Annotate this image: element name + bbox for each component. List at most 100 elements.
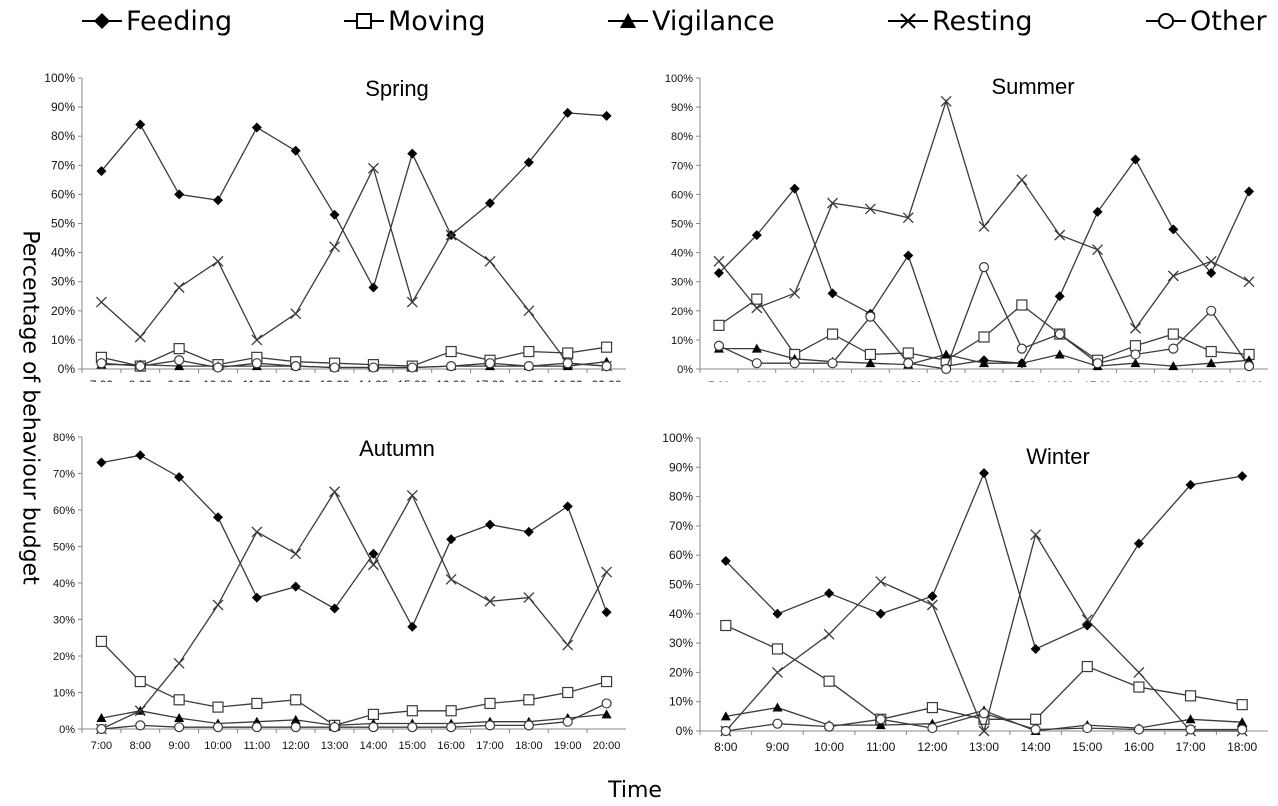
point-resting <box>134 331 146 343</box>
y-tick-label: 60% <box>53 505 75 517</box>
point-feeding <box>1030 643 1041 654</box>
point-resting <box>978 725 990 737</box>
series-line-feeding <box>100 112 607 290</box>
point-other <box>1054 328 1065 340</box>
x-tick-label: 10:00 <box>819 380 847 382</box>
y-tick-label: 30% <box>669 636 693 650</box>
legend-label-moving: Moving <box>388 5 486 37</box>
panel-title-summer: Summer <box>991 74 1074 99</box>
point-resting <box>290 308 302 320</box>
x-tick-label: 13:00 <box>321 740 349 752</box>
circle-marker-icon <box>1146 13 1186 29</box>
x-tick-label: 8:00 <box>714 740 738 754</box>
point-feeding <box>446 534 457 545</box>
triangle-marker-icon <box>608 13 648 28</box>
point-vigilance <box>772 702 783 712</box>
series-line-moving <box>100 640 607 727</box>
x-tick-label: 8:00 <box>130 740 151 752</box>
point-other <box>601 360 612 372</box>
point-vigilance <box>720 711 731 721</box>
point-feeding <box>135 119 146 130</box>
point-feeding <box>562 107 573 118</box>
point-feeding <box>213 195 223 206</box>
point-feeding <box>927 591 938 602</box>
point-feeding <box>1133 538 1144 549</box>
point-moving <box>600 341 613 353</box>
point-resting <box>367 162 379 174</box>
point-resting <box>406 489 418 501</box>
point-other <box>1243 360 1255 372</box>
legend-label-other: Other <box>1190 5 1267 37</box>
panel-title-autumn: Autumn <box>359 436 435 461</box>
point-feeding <box>251 122 262 133</box>
y-tick-label: 90% <box>669 460 693 474</box>
x-marker-icon <box>888 13 928 29</box>
y-tick-label: 70% <box>51 158 75 172</box>
point-resting <box>173 282 185 293</box>
point-moving <box>134 675 146 688</box>
x-tick-label: 13:00 <box>969 740 999 754</box>
chart-winter: 0% 10% 20% 30% 40% 50% 60% 70% 80% 90% 100% 8:00 9:0… <box>662 431 1268 754</box>
point-vigilance <box>1016 358 1027 368</box>
legend: Feeding Moving Vigilance Resting Other <box>0 0 1278 44</box>
point-resting <box>902 212 914 224</box>
point-other <box>927 722 938 734</box>
point-feeding <box>368 548 379 559</box>
y-tick-label: 20% <box>671 306 693 318</box>
y-tick-label: 60% <box>671 189 693 201</box>
point-other <box>135 720 146 731</box>
point-vigilance <box>941 349 952 359</box>
point-feeding <box>720 556 731 567</box>
series-line-moving <box>101 346 607 367</box>
point-moving <box>523 694 535 706</box>
point-other <box>368 362 379 373</box>
point-resting <box>978 220 990 232</box>
point-resting <box>1054 229 1066 241</box>
point-other <box>523 720 534 731</box>
x-tick-label: 9:00 <box>167 378 191 382</box>
point-other <box>251 722 262 733</box>
x-tick-label: 8:00 <box>746 380 767 382</box>
point-feeding <box>772 608 783 619</box>
x-tick-label: 10:00 <box>204 740 232 752</box>
x-tick-label: 17:00 <box>475 378 505 382</box>
y-tick-label: 0% <box>58 362 76 376</box>
point-other <box>212 722 224 733</box>
x-tick-label: 12:00 <box>282 740 310 752</box>
y-tick-label: 50% <box>53 542 75 554</box>
point-resting <box>1130 322 1141 334</box>
point-other <box>174 355 185 366</box>
point-moving <box>251 697 263 710</box>
y-tick-label: 100% <box>662 431 693 445</box>
legend-item-other: Other <box>1146 3 1267 39</box>
y-tick-label: 10% <box>51 333 75 347</box>
chart-autumn: 0% 10% 20% 30% 40% 50% 60% 70% 80% 7:00 8:00 9:00 10… <box>53 432 626 752</box>
point-resting <box>1167 270 1179 282</box>
point-resting <box>562 639 574 651</box>
x-tick-label: 11:00 <box>866 740 895 754</box>
point-resting <box>1016 174 1028 186</box>
point-other <box>135 360 146 372</box>
point-feeding <box>174 189 185 200</box>
point-feeding <box>368 282 379 293</box>
point-moving <box>484 697 496 710</box>
point-feeding <box>875 608 886 619</box>
chart-summer: 0% 10% 20% 30% 40% 50% 60% 70% 80% 90% 100% 7:00 8:0… <box>665 73 1268 392</box>
y-tick-label: 0% <box>676 724 694 738</box>
point-feeding <box>96 166 107 177</box>
point-resting <box>875 576 887 588</box>
x-tick-label: 16:00 <box>1046 380 1074 382</box>
y-tick-label: 80% <box>671 131 693 143</box>
x-tick-label: 15:00 <box>1072 740 1102 754</box>
chart-panel-winter: 0% 10% 20% 30% 40% 50% 60% 70% 80% 90% 100% 8:00 9:0… <box>648 426 1278 762</box>
y-tick-label: 80% <box>53 432 75 444</box>
point-moving <box>173 694 185 706</box>
x-tick-label: 18:00 <box>1227 740 1257 754</box>
x-tick-label: 13:00 <box>320 378 350 382</box>
series-line-other <box>101 359 607 369</box>
x-axis-label: Time <box>608 778 662 803</box>
point-vigilance <box>875 720 886 730</box>
point-resting <box>771 666 783 678</box>
point-moving <box>212 701 224 713</box>
point-vigilance <box>290 714 301 724</box>
